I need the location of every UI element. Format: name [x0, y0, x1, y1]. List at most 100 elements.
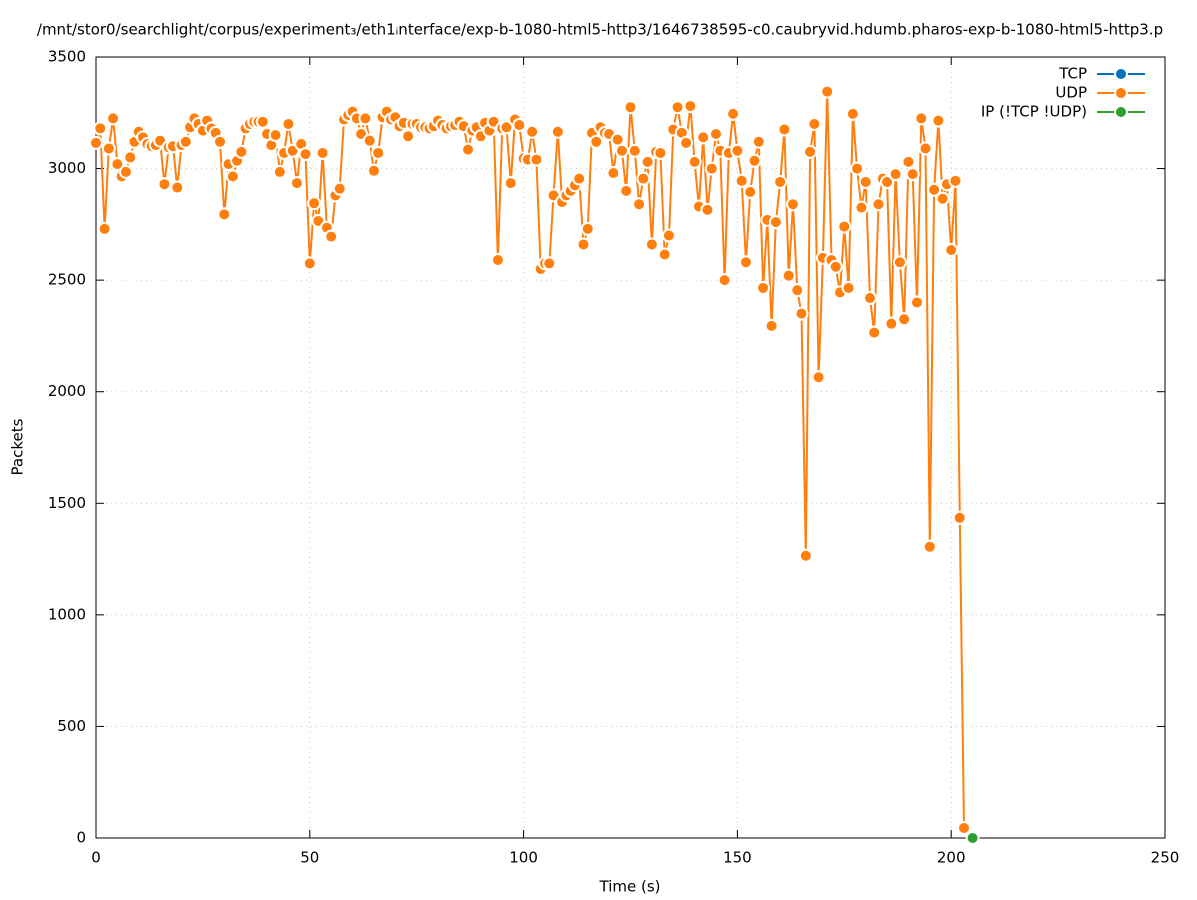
data-point: [606, 166, 621, 181]
chart-title: /mnt/stor0/searchlight/corpus/experiment…: [37, 21, 1163, 39]
data-point: [499, 120, 514, 135]
data-point: [905, 167, 920, 182]
data-point: [178, 134, 193, 149]
data-point: [529, 152, 544, 167]
data-point: [640, 154, 655, 169]
data-point: [106, 111, 121, 126]
data-point: [661, 228, 676, 243]
data-point: [931, 113, 946, 128]
data-point: [854, 200, 869, 215]
data-point: [670, 100, 685, 115]
data-point: [867, 325, 882, 340]
data-point: [272, 164, 287, 179]
data-point: [503, 176, 518, 191]
data-point: [858, 174, 873, 189]
data-point: [213, 134, 228, 149]
data-point: [751, 134, 766, 149]
data-point: [362, 133, 377, 148]
legend-marker: [1114, 67, 1128, 81]
data-point: [952, 510, 967, 525]
data-point: [811, 370, 826, 385]
data-point: [764, 318, 779, 333]
data-point: [614, 143, 629, 158]
data-point: [225, 169, 240, 184]
y-tick-label: 2000: [48, 382, 86, 400]
y-tick-label: 3500: [48, 48, 86, 66]
data-point: [909, 295, 924, 310]
data-point: [324, 229, 339, 244]
data-point: [589, 134, 604, 149]
data-point: [255, 114, 270, 129]
data-point: [315, 145, 330, 160]
data-point: [871, 197, 886, 212]
data-point: [401, 129, 416, 144]
data-point: [841, 280, 856, 295]
data-point: [157, 177, 172, 192]
data-point: [768, 215, 783, 230]
data-point: [704, 161, 719, 176]
x-tick-label: 0: [91, 849, 101, 867]
data-point: [828, 259, 843, 274]
data-point: [717, 273, 732, 288]
y-tick-label: 2500: [48, 271, 86, 289]
data-point: [298, 147, 313, 162]
data-point: [542, 256, 557, 271]
data-point: [884, 316, 899, 331]
x-tick-label: 250: [1151, 849, 1180, 867]
x-tick-label: 150: [723, 849, 752, 867]
data-point: [790, 283, 805, 298]
data-point: [302, 256, 317, 271]
y-tick-label: 500: [57, 717, 86, 735]
data-point: [785, 197, 800, 212]
x-tick-label: 50: [300, 849, 319, 867]
series-line: [95, 91, 965, 829]
data-point: [734, 173, 749, 188]
data-point: [892, 255, 907, 270]
data-point: [170, 180, 185, 195]
data-point: [332, 181, 347, 196]
data-point: [901, 154, 916, 169]
data-point: [777, 122, 792, 137]
data-point: [687, 154, 702, 169]
data-point: [461, 142, 476, 157]
data-point: [794, 306, 809, 321]
data-point: [756, 280, 771, 295]
data-point: [550, 124, 565, 139]
data-point: [862, 290, 877, 305]
data-point: [747, 153, 762, 168]
data-point: [696, 130, 711, 145]
data-point: [644, 237, 659, 252]
legend-marker: [1114, 105, 1128, 119]
data-point: [726, 106, 741, 121]
data-point: [935, 191, 950, 206]
data-point: [307, 196, 322, 211]
data-point: [738, 255, 753, 270]
x-tick-label: 200: [937, 849, 966, 867]
data-point: [234, 144, 249, 159]
data-point: [572, 171, 587, 186]
data-point: [636, 171, 651, 186]
data-point: [927, 182, 942, 197]
data-point: [965, 831, 980, 845]
data-point: [110, 157, 125, 172]
data-point: [781, 268, 796, 283]
data-point: [217, 207, 232, 222]
data-point: [803, 144, 818, 159]
plot-border: [95, 56, 1166, 839]
data-point: [773, 174, 788, 189]
data-point: [845, 106, 860, 121]
data-point: [914, 111, 929, 126]
data-point: [123, 150, 138, 165]
y-tick-label: 3000: [48, 159, 86, 177]
data-point: [97, 221, 112, 236]
data-point: [743, 185, 758, 200]
data-point: [525, 124, 540, 139]
data-point: [948, 173, 963, 188]
y-tick-label: 1500: [48, 494, 86, 512]
data-point: [837, 219, 852, 234]
data-point: [619, 183, 634, 198]
data-point: [93, 121, 108, 136]
y-tick-label: 1000: [48, 605, 86, 623]
data-point: [653, 145, 668, 160]
